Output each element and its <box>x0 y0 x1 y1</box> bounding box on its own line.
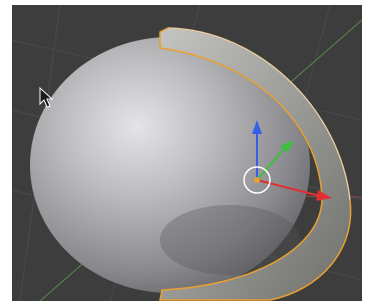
page: (() => { const data = JSON.parse(documen… <box>0 0 371 306</box>
viewport-screenshot <box>0 0 371 306</box>
object-origin <box>254 177 260 183</box>
